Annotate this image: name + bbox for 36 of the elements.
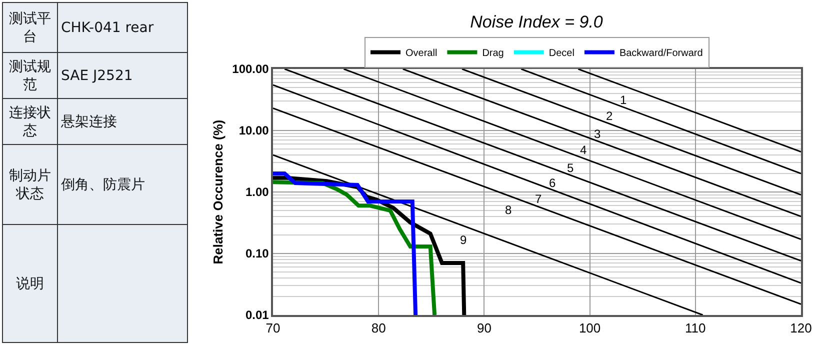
annotation: 4 bbox=[580, 143, 587, 157]
annotation: 6 bbox=[549, 176, 556, 190]
text: 制动片状态 bbox=[2, 144, 58, 224]
legend-label: Decel bbox=[548, 48, 574, 60]
annotation: 9 bbox=[460, 233, 467, 247]
y-tick-label: 0.10 bbox=[245, 246, 270, 261]
text: CHK-041 rear bbox=[58, 2, 188, 52]
y-tick-label: 10.00 bbox=[238, 124, 270, 138]
text: SAE J2521 bbox=[58, 52, 188, 98]
text: 说明 bbox=[2, 224, 58, 342]
text: 倒角、防震片 bbox=[58, 144, 188, 224]
x-tick-label: 80 bbox=[371, 320, 386, 336]
line-series bbox=[273, 171, 418, 315]
y-axis-title: Relative Occurence (%) bbox=[210, 120, 226, 264]
legend-label: Backward/Forward bbox=[619, 48, 703, 60]
text: 测试规范 bbox=[2, 52, 58, 98]
annotation: 3 bbox=[594, 127, 601, 141]
x-tick-label: 110 bbox=[685, 320, 706, 336]
text: 悬架连接 bbox=[58, 98, 188, 144]
text: 连接状态 bbox=[2, 98, 58, 144]
annotation: 7 bbox=[535, 192, 542, 206]
x-tick-label: 120 bbox=[790, 320, 812, 336]
y-tick-label: 1.00 bbox=[245, 185, 270, 200]
annotation: 2 bbox=[606, 109, 613, 123]
x-tick-label: 90 bbox=[476, 320, 492, 336]
text: 测试平台 bbox=[2, 2, 58, 52]
y-tick-label: 0.01 bbox=[245, 308, 270, 322]
x-tick-label: 100 bbox=[578, 320, 601, 336]
annotation: 5 bbox=[567, 161, 574, 175]
annotation: 8 bbox=[505, 203, 512, 217]
chart-title: Noise Index = 9.0 bbox=[470, 12, 604, 32]
legend-label: Drag bbox=[482, 48, 504, 60]
y-tick-label: 100.00 bbox=[232, 62, 270, 76]
x-tick-label: 70 bbox=[266, 320, 280, 336]
annotation: 1 bbox=[620, 93, 627, 107]
legend-label: Overall bbox=[406, 48, 438, 60]
